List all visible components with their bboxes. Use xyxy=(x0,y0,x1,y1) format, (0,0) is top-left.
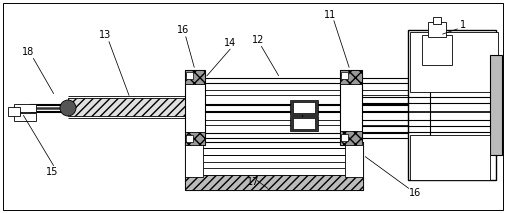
Bar xyxy=(185,142,203,177)
Bar xyxy=(339,70,361,84)
Text: 16: 16 xyxy=(177,25,189,35)
Bar xyxy=(344,142,362,177)
Bar xyxy=(289,116,317,131)
Bar xyxy=(185,70,205,84)
Bar xyxy=(489,55,501,155)
Bar xyxy=(409,135,489,180)
Bar xyxy=(14,113,36,121)
Text: 18: 18 xyxy=(22,47,34,57)
Bar xyxy=(186,135,192,142)
Bar xyxy=(407,30,495,180)
Circle shape xyxy=(60,100,76,116)
Bar xyxy=(292,102,315,113)
Bar xyxy=(339,70,361,145)
Bar xyxy=(185,175,362,190)
Text: 13: 13 xyxy=(98,30,111,40)
Bar xyxy=(289,100,317,115)
Bar xyxy=(68,98,192,116)
Bar xyxy=(185,70,205,145)
Bar xyxy=(340,72,347,79)
Bar xyxy=(292,118,315,129)
Bar xyxy=(339,131,361,145)
Text: 17: 17 xyxy=(246,177,259,187)
Text: 14: 14 xyxy=(223,38,236,48)
Bar xyxy=(185,132,205,145)
Bar xyxy=(432,17,440,24)
Text: 11: 11 xyxy=(323,10,335,20)
Bar xyxy=(427,22,445,37)
Text: 1: 1 xyxy=(459,20,465,30)
Text: 12: 12 xyxy=(251,35,264,45)
Text: 15: 15 xyxy=(46,167,58,177)
Bar xyxy=(185,142,362,190)
Text: 16: 16 xyxy=(408,188,420,198)
Bar xyxy=(186,72,192,79)
Bar xyxy=(340,134,347,141)
Bar xyxy=(409,32,497,92)
Bar xyxy=(8,107,20,116)
Bar xyxy=(14,104,36,112)
Bar xyxy=(421,35,451,65)
